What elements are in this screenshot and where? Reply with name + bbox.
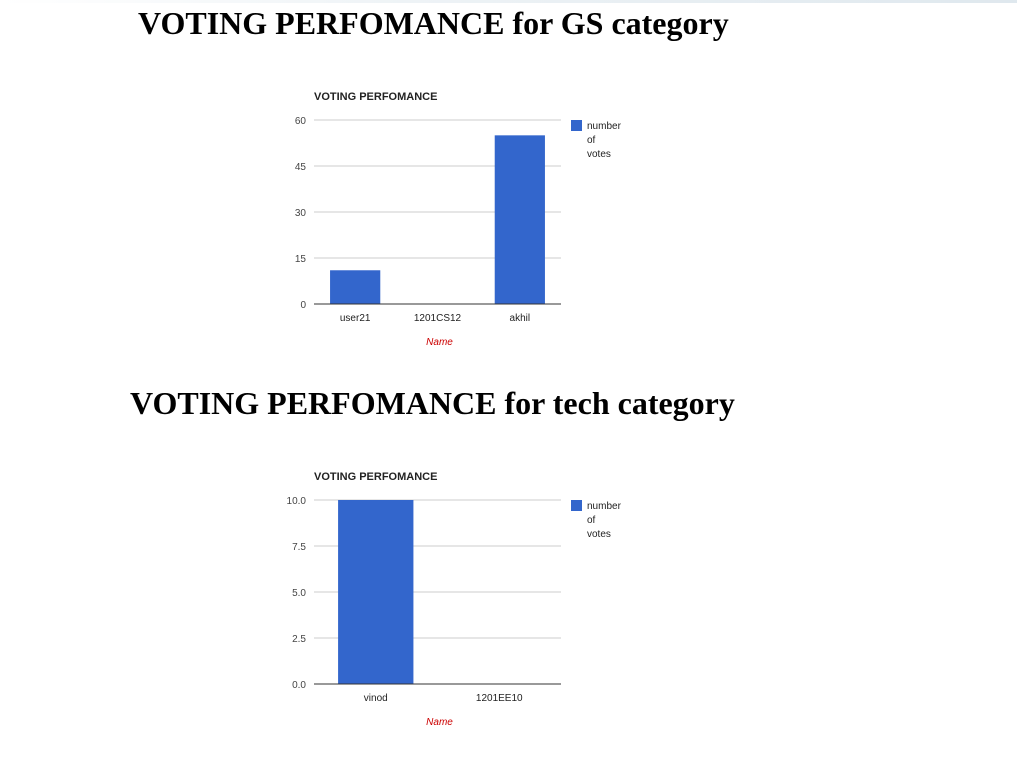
x-tick-label: user21 [340,313,371,324]
page-top-bar [0,0,1017,3]
x-tick-label: akhil [510,313,531,324]
y-tick-label: 2.5 [292,634,306,645]
x-tick-label: 1201CS12 [414,313,462,324]
y-tick-label: 30 [295,208,307,219]
chart-gs-category: VOTING PERFOMANCE 0 15 30 45 60 user21 1201CS12… [0,80,1017,380]
legend-label: number [587,501,622,512]
bar [330,270,381,304]
legend-label: of [587,135,596,146]
y-tick-label: 45 [295,162,307,173]
x-axis-title: Name [426,337,453,348]
chart-tech-category: VOTING PERFOMANCE 0.0 2.5 5.0 7.5 10.0 vinod 12… [0,460,1017,760]
legend-swatch [571,500,582,511]
legend-label: votes [587,149,611,160]
y-tick-label: 0.0 [292,680,306,691]
y-tick-label: 7.5 [292,542,306,553]
chart-title: VOTING PERFOMANCE [314,471,437,483]
legend-label: number [587,121,622,132]
y-tick-label: 5.0 [292,588,306,599]
legend-label: votes [587,529,611,540]
chart-title: VOTING PERFOMANCE [314,91,437,103]
legend-swatch [571,120,582,131]
x-tick-label: vinod [364,693,388,704]
heading-gs-category: VOTING PERFOMANCE for GS category [138,5,729,41]
chart-tech-svg: VOTING PERFOMANCE 0.0 2.5 5.0 7.5 10.0 vinod 12… [287,471,622,728]
y-tick-label: 10.0 [287,496,307,507]
legend-label: of [587,515,596,526]
bar [494,135,545,304]
bar [338,500,414,684]
x-axis-title: Name [426,717,453,728]
y-tick-label: 15 [295,254,307,265]
y-tick-label: 0 [300,300,306,311]
heading-tech-category: VOTING PERFOMANCE for tech category [130,385,735,421]
y-tick-label: 60 [295,116,307,127]
chart-gs-svg: VOTING PERFOMANCE 0 15 30 45 60 user21 1201CS12… [295,91,622,348]
x-tick-label: 1201EE10 [476,693,523,704]
